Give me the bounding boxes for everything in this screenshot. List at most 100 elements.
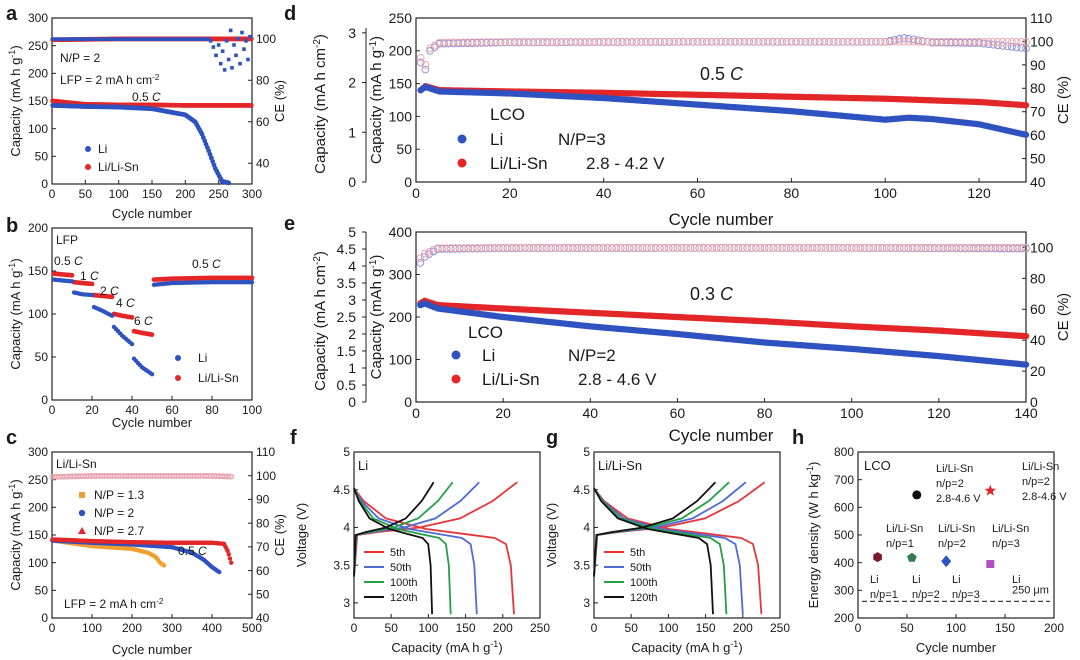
y2-tick-label: 100 [1030,239,1054,255]
data-point [454,38,463,47]
data-point [447,244,455,252]
data-point [1003,42,1012,51]
data-point [693,37,702,46]
data-point [473,244,481,252]
data-point [878,243,887,252]
x-tick-label: 120 [967,185,991,201]
data-point [730,243,738,252]
data-point [194,37,199,41]
data-point [848,37,857,46]
data-point [160,37,165,41]
data-point [876,37,885,46]
legend-marker-li [457,134,467,144]
data-point [463,38,472,47]
y-tick-label: 800 [834,445,854,459]
data-point-pentagon [907,552,917,562]
annotation-rate: 2 C [100,284,119,298]
data-point [1003,38,1012,46]
y-tick-label: 3.5 [573,558,590,572]
data-point [869,243,878,252]
data-point-star [984,484,996,496]
data-point [778,243,786,252]
data-point [425,250,433,259]
annotation-voltage: 2.8 - 4.2 V [586,154,665,173]
discharge-curve-5th [353,487,515,615]
data-point [249,279,255,285]
areal-tick-label: 0 [348,394,356,410]
data-point [420,252,429,261]
data-point [164,37,169,41]
data-point [1008,38,1016,46]
series-li-li-sn [417,297,1030,340]
data-point [548,37,556,46]
x-tick-label: 200 [733,621,753,635]
data-point [908,243,917,252]
data-point [552,37,561,46]
data-point [664,243,673,252]
x-tick-label: 40 [582,405,598,421]
areal-tick-label: 4.5 [337,241,357,257]
data-point [952,243,961,252]
data-point [146,37,151,41]
data-point [571,37,580,46]
data-point [1022,332,1030,340]
legend-label: 100th [630,577,658,589]
data-point [646,37,655,46]
legend-marker-lisn [175,375,181,381]
data-point [542,243,551,252]
data-point [867,37,876,46]
x-tick-label: 0 [351,621,358,635]
data-point [228,28,233,33]
y-tick-label: 100 [28,122,48,136]
areal-tick-label: 0 [348,174,356,190]
data-point [904,243,913,252]
data-point [449,38,458,47]
data-point [1017,44,1026,52]
data-point [230,66,234,70]
data-point [734,243,743,252]
annotation-lco: LCO [864,458,891,473]
data-point [416,254,425,263]
data-point [895,243,904,252]
x-tick-label: 50 [385,621,399,635]
data-point [198,37,203,41]
series-li-li-sn [51,271,255,338]
data-point [825,37,833,46]
legend-label: 5th [630,547,645,559]
areal-tick-label: 5 [348,224,356,240]
x-axis-label: Capacity (mA h g-1) [391,639,502,655]
x-tick-label: 150 [142,187,162,201]
data-point [240,30,244,35]
data-point [569,243,577,252]
data-point [956,37,965,46]
data-point [188,37,193,41]
point-label: Li/Li-Sn [886,523,923,535]
annotation-rate: 1 C [80,269,99,283]
data-point [754,37,763,46]
x-tick-label: 100 [418,621,438,635]
data-point [156,37,161,41]
data-point [984,37,993,46]
data-point [89,281,95,287]
data-point [555,243,564,252]
x-tick-label: 500 [242,621,262,635]
data-point [1022,131,1030,138]
y-axis-label: Capacity (mA h g-1) [7,258,23,369]
y-tick-label: 300 [389,266,413,282]
data-point [576,37,585,46]
data-point [129,341,135,347]
data-point [242,47,246,51]
data-point [56,37,61,41]
legend-label-li: Li [98,142,107,156]
data-point [433,244,442,253]
y2-tick-label: 90 [1030,57,1046,73]
data-point [122,37,127,41]
data-point [909,35,918,44]
y-tick-label: 4.5 [333,483,350,497]
data-point [684,37,693,46]
bottom-label-sub: n/p=1 [870,589,898,601]
data-point [735,37,744,46]
annotation-np: N/P=2 [568,346,616,365]
data-point [516,243,525,252]
data-point [438,244,446,253]
